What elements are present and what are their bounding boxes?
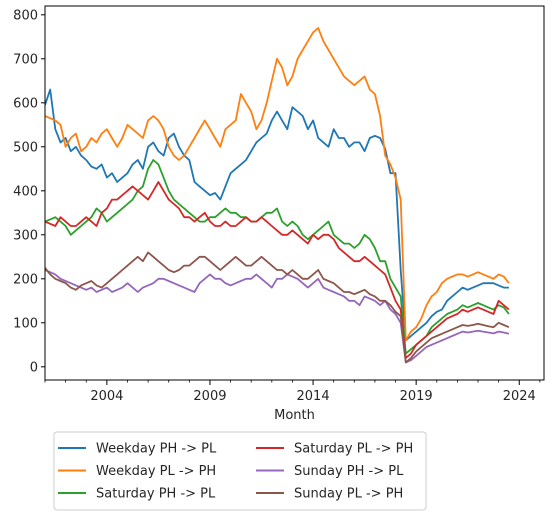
y-axis: 0 100 200 300 400 500 600 700 800 bbox=[13, 8, 45, 375]
legend-label: Weekday PH -> PL bbox=[96, 442, 217, 457]
series-line-4 bbox=[45, 181, 510, 359]
x-tick-label: 2019 bbox=[400, 389, 433, 404]
series-line-6 bbox=[45, 251, 510, 364]
y-tick-label: 400 bbox=[13, 184, 38, 199]
plot-area-frame bbox=[44, 5, 545, 381]
x-axis: 2004 2009 2014 2019 2024 bbox=[44, 380, 541, 404]
series-line-1 bbox=[45, 88, 509, 342]
x-tick-label: 2014 bbox=[297, 389, 330, 404]
legend-label: Saturday PL -> PH bbox=[294, 442, 413, 457]
legend-label: Sunday PL -> PH bbox=[294, 487, 403, 502]
legend-label: Sunday PH -> PL bbox=[294, 464, 404, 479]
y-tick-label: 0 bbox=[30, 360, 38, 375]
x-tick-label: 2024 bbox=[503, 389, 536, 404]
series-line-3 bbox=[45, 159, 510, 355]
y-tick-label: 600 bbox=[13, 96, 38, 111]
x-axis-title: Month bbox=[274, 408, 315, 423]
y-tick-label: 800 bbox=[13, 8, 38, 23]
legend: Weekday PH -> PL Weekday PL -> PH Saturday… bbox=[53, 431, 427, 511]
y-tick-label: 700 bbox=[13, 52, 38, 67]
x-tick-label: 2009 bbox=[193, 389, 226, 404]
y-tick-label: 500 bbox=[13, 140, 38, 155]
series-line-5 bbox=[45, 269, 510, 364]
x-tick-label: 2004 bbox=[90, 389, 123, 404]
series-line-2 bbox=[45, 27, 510, 342]
y-tick-label: 200 bbox=[13, 272, 38, 287]
legend-label: Saturday PH -> PL bbox=[96, 487, 216, 502]
y-tick-label: 100 bbox=[13, 316, 38, 331]
y-tick-label: 300 bbox=[13, 228, 38, 243]
legend-label: Weekday PL -> PH bbox=[96, 464, 216, 479]
legend-box bbox=[53, 431, 427, 511]
series-layer bbox=[45, 27, 510, 364]
